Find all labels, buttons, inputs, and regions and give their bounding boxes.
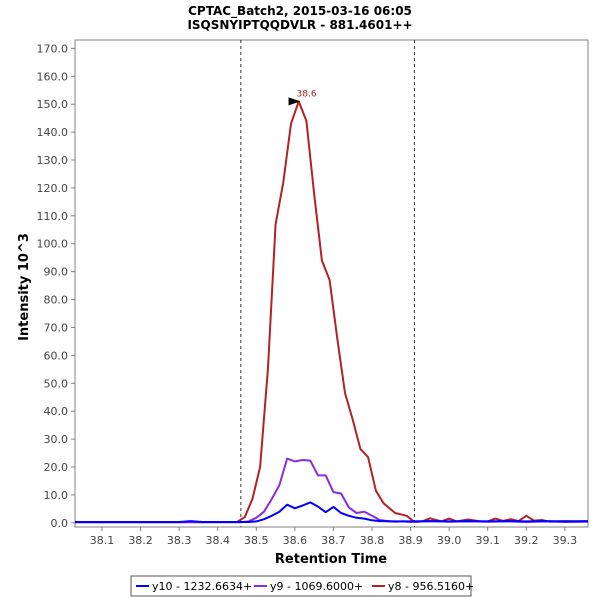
legend-entry: y10 - 1232.6634+: [152, 580, 252, 593]
peak-annotation-group: 38.6: [288, 89, 317, 106]
y-tick-label: 150.0: [37, 98, 69, 111]
x-tick-label: 38.1: [90, 534, 115, 547]
y-tick-label: 130.0: [37, 154, 69, 167]
x-tick-label: 38.8: [360, 534, 385, 547]
series-lines: [74, 100, 589, 524]
chart-title: CPTAC_Batch2, 2015-03-16 06:05: [188, 4, 412, 19]
x-tick-label: 38.3: [167, 534, 192, 547]
x-tick-label: 39.0: [437, 534, 462, 547]
y-tick-label: 100.0: [37, 238, 69, 251]
x-tick-label: 38.4: [205, 534, 230, 547]
peak-annotation-label: 38.6: [297, 89, 317, 99]
y-tick-label: 0.0: [51, 517, 69, 530]
y-tick-label: 140.0: [37, 126, 69, 139]
x-tick-label: 38.9: [398, 534, 423, 547]
x-tick-label: 38.2: [128, 534, 153, 547]
legend: y10 - 1232.6634+ y9 - 1069.6000+ y8 - 956.…: [130, 575, 474, 597]
x-tick-label: 38.6: [283, 534, 308, 547]
y-tick-label: 30.0: [44, 433, 69, 446]
chart-subtitle: ISQSNYIPTQQDVLR - 881.4601++: [187, 18, 412, 32]
x-tick-label: 39.2: [514, 534, 539, 547]
peak-marker-icon: [288, 97, 301, 106]
y-tick-label: 40.0: [44, 405, 69, 418]
y-tick-label: 170.0: [37, 42, 69, 55]
y-tick-label: 90.0: [44, 266, 69, 279]
y-tick-label: 70.0: [44, 321, 69, 334]
y-axis: 0.0 10.0 20.0 30.0 40.0 50.0 60.0 70.0 80.0 90.0 1…: [37, 42, 75, 530]
y-tick-label: 120.0: [37, 182, 69, 195]
y-tick-label: 160.0: [37, 70, 69, 83]
x-tick-label: 39.1: [475, 534, 500, 547]
y-tick-label: 10.0: [44, 489, 69, 502]
series-line: [75, 501, 589, 523]
plot-frame: [74, 39, 589, 528]
y-tick-label: 20.0: [44, 461, 69, 474]
x-tick-label: 39.3: [553, 534, 578, 547]
x-axis-label: Retention Time: [275, 552, 387, 567]
y-tick-label: 50.0: [44, 377, 69, 390]
y-tick-label: 80.0: [44, 294, 69, 307]
x-axis: 38.1 38.2 38.3 38.4 38.5 38.6 38.7 38.8 38.9 39.0…: [90, 527, 577, 547]
y-tick-label: 110.0: [37, 210, 69, 223]
legend-box: [130, 575, 472, 597]
series-line: [74, 100, 588, 524]
y-axis-label: Intensity 10^3: [17, 233, 32, 341]
x-tick-label: 38.7: [321, 534, 346, 547]
legend-entry: y9 - 1069.6000+: [270, 580, 363, 593]
x-tick-label: 38.5: [244, 534, 269, 547]
y-tick-label: 60.0: [44, 349, 69, 362]
plot-area: [74, 39, 589, 528]
legend-entry: y8 - 956.5160+: [388, 580, 474, 593]
